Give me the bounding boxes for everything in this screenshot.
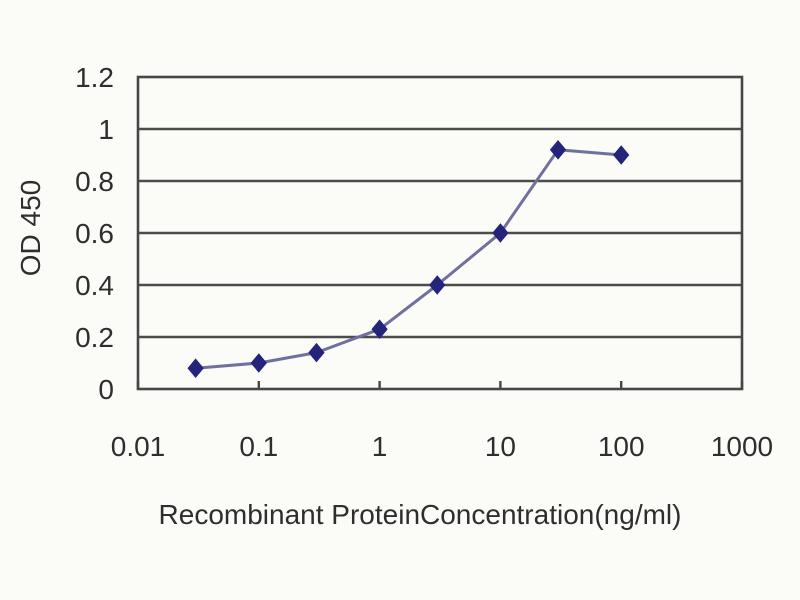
x-tick-label: 1 [372,431,388,462]
data-point-marker [371,319,388,339]
x-tick-label: 10 [485,431,516,462]
y-tick-label: 0.2 [75,322,114,353]
data-point-marker [549,140,567,160]
data-point-marker [250,353,267,373]
y-tick-label: 0.4 [75,270,114,301]
y-tick-label: 1.2 [75,62,114,93]
y-tick-label: 0 [98,374,114,405]
x-tick-label: 1000 [711,431,773,462]
y-tick-label: 0.6 [75,218,114,249]
x-tick-label: 100 [598,431,645,462]
y-tick-label: 0.8 [75,166,114,197]
data-point-marker [492,223,509,243]
plot-frame [136,75,744,391]
y-axis-title: OD 450 [15,179,46,277]
data-point-marker [429,275,446,295]
x-tick-label: 0.1 [239,431,278,462]
y-tick-label: 1 [98,114,114,145]
data-point-marker [613,145,630,165]
data-point-marker [308,342,325,363]
data-point-marker [187,358,204,378]
x-tick-label: 0.01 [111,431,166,462]
data-line [195,148,622,370]
x-axis-title: Recombinant ProteinConcentration(ng/ml) [158,499,682,530]
